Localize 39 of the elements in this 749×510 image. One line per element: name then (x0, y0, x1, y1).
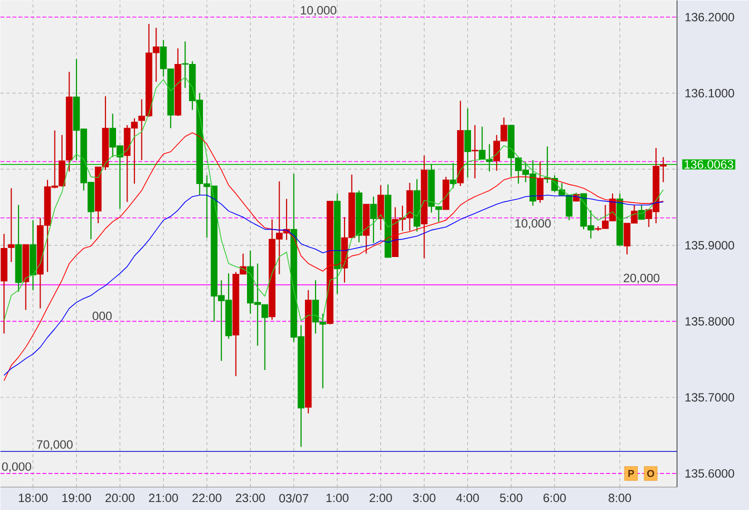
annotation: O (647, 470, 654, 477)
x-tick-label: 03/07 (279, 494, 308, 502)
candlestick (8, 188, 15, 263)
x-tick-label: 23:00 (236, 494, 265, 502)
annotation: P (628, 470, 634, 477)
annotation: 000 (92, 312, 112, 320)
y-tick-label: 136.1000 (685, 88, 734, 98)
candlestick (478, 126, 486, 160)
candlestick (472, 124, 478, 179)
y-tick-label: 135.7000 (685, 393, 734, 402)
candlestick (536, 161, 544, 204)
ref-line-label: 136.0063 (684, 160, 734, 169)
x-tick-label: 2:00 (370, 494, 392, 502)
x-tick-label: 18:00 (18, 494, 48, 502)
x-tick-label: 3:00 (412, 494, 436, 502)
y-tick-label: 135.9000 (685, 240, 734, 250)
annotation: 20,000 (624, 274, 660, 284)
annotation: 70,000 (36, 440, 73, 450)
y-tick-label: 135.8000 (685, 317, 734, 326)
x-tick-label: 6:00 (544, 494, 566, 502)
candlestick (464, 108, 472, 178)
candlestick (370, 196, 377, 244)
x-tick-label: 21:00 (149, 494, 178, 502)
x-tick-label: 19:00 (62, 494, 92, 502)
x-tick-label: 5:00 (500, 494, 522, 502)
x-tick-label: 4:00 (456, 494, 479, 502)
candlestick (486, 144, 493, 172)
candlestick (638, 204, 645, 220)
x-tick-label: 22:00 (192, 494, 222, 502)
x-tick-label: 1:00 (326, 494, 348, 502)
annotation: 10,000 (300, 6, 336, 16)
candlestick (377, 184, 384, 231)
line-series (4, 76, 664, 321)
x-tick-label: 8:00 (608, 494, 632, 502)
annotation: 10,000 (515, 219, 551, 229)
y-tick-label: 135.6000 (685, 469, 734, 478)
y-tick-label: 136.2000 (685, 12, 734, 22)
x-tick-label: 20:00 (106, 494, 134, 502)
annotation: 0,000 (2, 462, 32, 472)
